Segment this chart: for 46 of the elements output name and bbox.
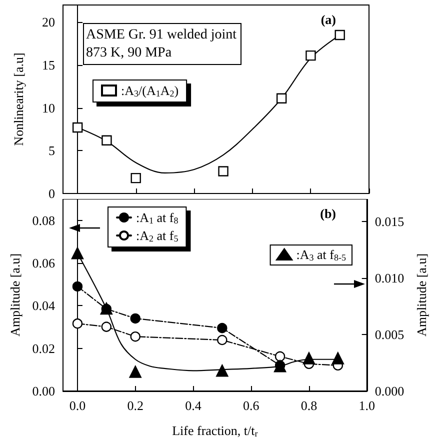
point <box>332 352 344 364</box>
point <box>216 364 228 377</box>
point <box>217 334 228 346</box>
y2-tick-label: 0.005 <box>374 327 404 342</box>
annotation: ASME Gr. 91 welded joint 873 K, 90 MPa <box>86 28 237 60</box>
point <box>217 322 228 334</box>
point <box>130 172 141 184</box>
y-tick-label: 20 <box>42 14 55 30</box>
y-axis-title: Amplitude [a.u] <box>7 253 22 337</box>
y2-tick-label: 0.000 <box>374 384 404 398</box>
x-tick-label: 0.4 <box>185 398 202 413</box>
point <box>71 247 84 260</box>
x-tick-label: 0.2 <box>127 398 144 413</box>
point <box>102 135 112 146</box>
point <box>218 166 228 176</box>
y-tick-label: 0.02 <box>32 340 55 356</box>
y-tick-label: 15 <box>42 57 55 72</box>
y-tick-label: 0.04 <box>32 298 56 314</box>
point <box>101 322 112 332</box>
text: (a) <box>320 12 336 27</box>
text: (b) <box>320 206 336 221</box>
point <box>130 313 140 324</box>
point <box>129 366 142 378</box>
x-tick-label: 0.0 <box>69 398 86 413</box>
y-tick-label: 10 <box>42 100 55 116</box>
point <box>72 281 83 292</box>
y2-axis-title: Amplitude [a.u] <box>414 253 429 337</box>
y-axis-title: Nonlinearity [a.u] <box>11 52 26 146</box>
y-tick-label: 0.00 <box>32 384 55 398</box>
point <box>276 93 287 104</box>
y-tick-label: 0.06 <box>32 256 56 270</box>
x-tick-label: 0.6 <box>242 398 260 413</box>
y2-tick-label: 0.015 <box>374 214 404 230</box>
point <box>72 122 83 133</box>
point <box>334 30 345 40</box>
y-tick-label: 5 <box>48 143 55 158</box>
y-tick-label: 0.08 <box>32 212 55 228</box>
x-tick-label: 0.8 <box>300 398 318 413</box>
y2-tick-label: 0.010 <box>374 270 404 286</box>
point <box>130 332 140 342</box>
point <box>274 351 286 362</box>
x-tick-label: 1.0 <box>358 398 375 413</box>
y-tick-label: 0 <box>48 186 55 201</box>
point <box>72 318 83 329</box>
point <box>302 352 316 364</box>
point <box>306 50 316 61</box>
